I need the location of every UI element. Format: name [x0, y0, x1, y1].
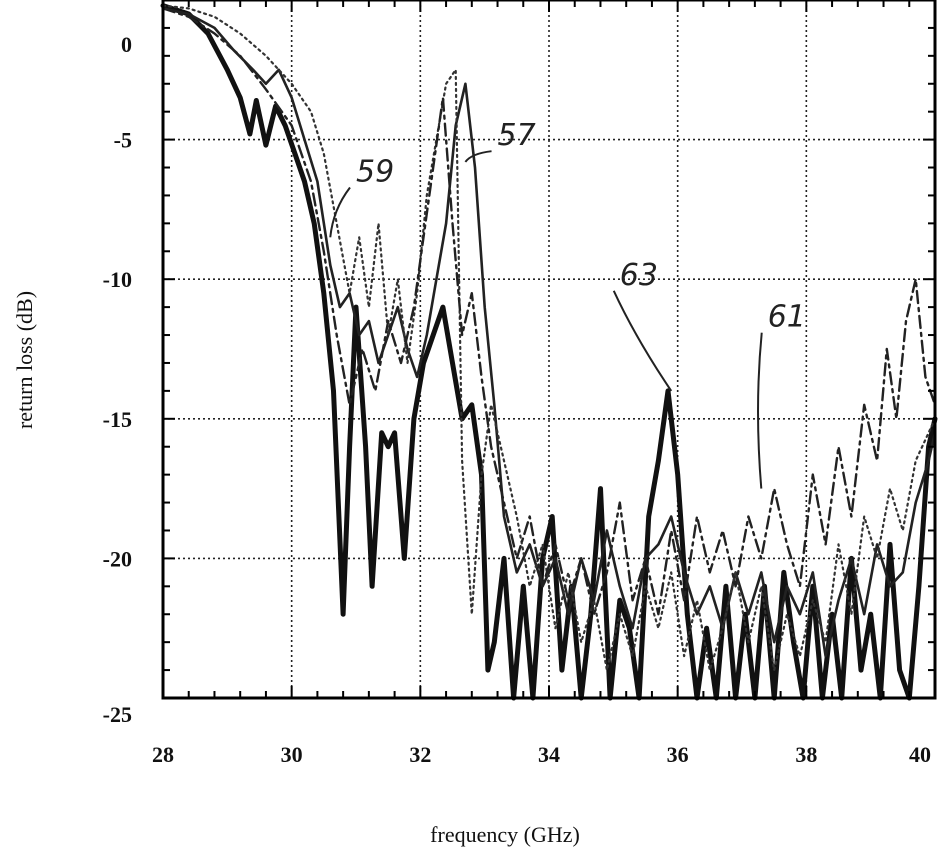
- grid-lines: [163, 0, 935, 698]
- annotation-leader-59: [329, 186, 351, 238]
- y-tick-label--5: -5: [114, 128, 132, 153]
- series-line-3: [161, 4, 937, 672]
- series-group: [160, 3, 938, 701]
- annotation-label-57: 57: [498, 118, 536, 153]
- y-tick-label--10: -10: [103, 267, 132, 292]
- y-tick-label--25: -25: [103, 702, 132, 727]
- annotation-label-61: 61: [768, 300, 806, 335]
- tick-labels: 28 30 32 34 36 38 40 0 -5 -10 -15 -20 -25: [103, 32, 931, 767]
- y-tick-label--15: -15: [103, 407, 132, 432]
- series-line-4: [161, 7, 937, 616]
- annotation-leader-63: [612, 290, 673, 392]
- x-tick-label-28: 28: [152, 742, 174, 767]
- y-axis-label: return loss (dB): [12, 291, 37, 429]
- series-line-1: [160, 3, 938, 701]
- y-tick-label--20: -20: [103, 546, 132, 571]
- annotation-label-63: 63: [620, 258, 658, 293]
- series-line-2: [161, 7, 937, 658]
- y-tick-label-0: 0: [121, 32, 132, 57]
- x-tick-label-40: 40: [909, 742, 931, 767]
- x-tick-label-36: 36: [667, 742, 689, 767]
- x-tick-label-30: 30: [281, 742, 303, 767]
- annotation-label-59: 59: [356, 154, 394, 189]
- annotations: 59 57 63 61: [329, 118, 806, 489]
- annotation-leader-57: [464, 150, 492, 163]
- tick-marks: [162, 0, 936, 699]
- x-tick-label-32: 32: [409, 742, 431, 767]
- x-tick-label-34: 34: [538, 742, 560, 767]
- annotation-leader-61: [757, 332, 763, 489]
- x-tick-label-38: 38: [795, 742, 817, 767]
- x-axis-label: frequency (GHz): [430, 822, 580, 847]
